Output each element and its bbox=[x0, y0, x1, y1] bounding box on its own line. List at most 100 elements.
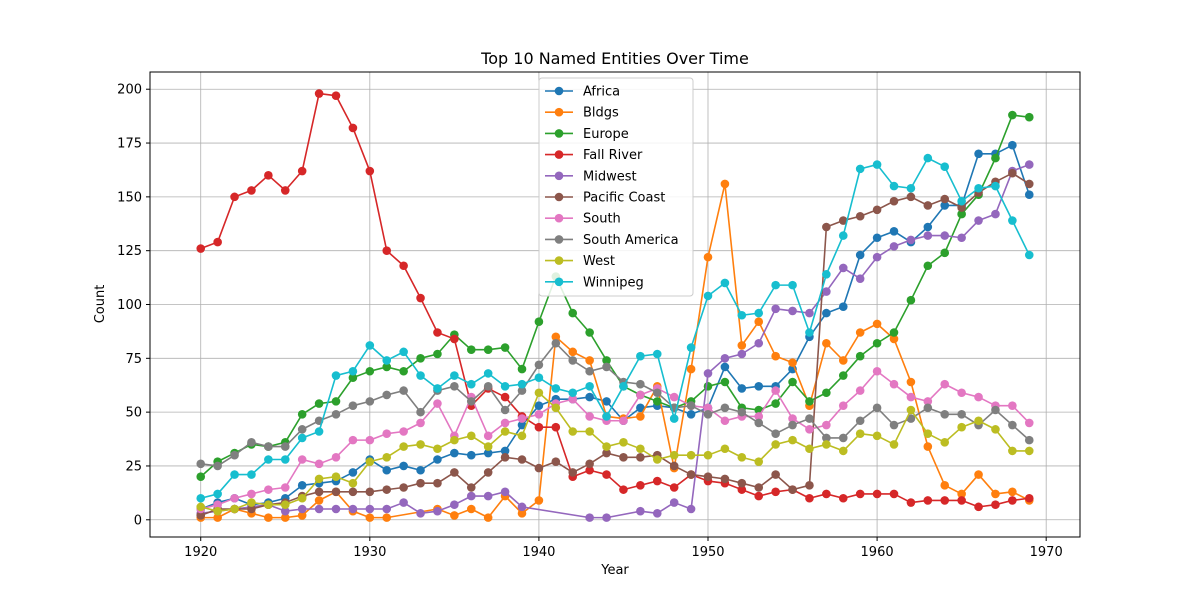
data-point bbox=[264, 455, 273, 464]
data-point bbox=[636, 444, 645, 454]
data-point bbox=[822, 222, 831, 232]
data-point bbox=[974, 470, 983, 479]
data-point bbox=[686, 504, 696, 514]
legend-label: West bbox=[583, 254, 615, 269]
data-point bbox=[416, 465, 425, 475]
data-point bbox=[1008, 446, 1017, 456]
data-point bbox=[382, 453, 392, 462]
data-point bbox=[466, 504, 476, 514]
legend-item: Fall River bbox=[545, 148, 643, 163]
data-point bbox=[737, 341, 747, 350]
data-point bbox=[771, 351, 780, 361]
data-point bbox=[923, 442, 933, 451]
data-point bbox=[416, 354, 425, 363]
data-point bbox=[1024, 112, 1034, 122]
data-point bbox=[652, 397, 662, 406]
y-tick-label: 100 bbox=[117, 298, 142, 313]
data-point bbox=[534, 422, 544, 432]
data-point bbox=[906, 183, 916, 193]
data-point bbox=[314, 496, 324, 505]
data-point bbox=[450, 382, 459, 391]
data-point bbox=[838, 433, 848, 443]
data-point bbox=[686, 450, 696, 460]
data-point bbox=[974, 416, 983, 426]
data-point bbox=[551, 338, 561, 348]
data-point bbox=[500, 427, 510, 436]
y-tick-label: 125 bbox=[117, 244, 142, 259]
data-point bbox=[314, 427, 324, 436]
data-point bbox=[805, 481, 814, 490]
data-point bbox=[450, 371, 459, 380]
data-point bbox=[754, 338, 764, 348]
data-point bbox=[940, 201, 950, 210]
data-point bbox=[974, 216, 983, 225]
data-point bbox=[737, 407, 747, 417]
data-point bbox=[602, 397, 611, 406]
data-point bbox=[399, 347, 408, 357]
data-point bbox=[382, 485, 392, 494]
data-point bbox=[991, 500, 1000, 510]
data-point bbox=[838, 231, 848, 240]
x-tick-label: 1930 bbox=[353, 545, 386, 560]
data-point bbox=[940, 409, 950, 419]
data-point bbox=[196, 511, 206, 520]
data-point bbox=[957, 203, 966, 212]
data-point bbox=[957, 388, 966, 398]
data-point bbox=[906, 414, 916, 423]
data-point bbox=[855, 351, 865, 361]
data-point bbox=[754, 317, 764, 327]
data-point bbox=[433, 506, 442, 516]
series-south bbox=[196, 366, 1034, 514]
data-point bbox=[365, 487, 375, 497]
data-point bbox=[822, 489, 831, 499]
data-point bbox=[703, 450, 713, 460]
data-point bbox=[230, 470, 239, 479]
data-point bbox=[382, 362, 392, 372]
y-tick-label: 50 bbox=[125, 406, 142, 421]
data-point bbox=[500, 453, 510, 462]
data-point bbox=[805, 328, 814, 337]
data-point bbox=[991, 425, 1000, 434]
data-point bbox=[771, 386, 780, 395]
data-point bbox=[940, 481, 950, 490]
data-point bbox=[957, 496, 966, 505]
data-point bbox=[703, 472, 713, 482]
data-point bbox=[365, 513, 375, 522]
data-point bbox=[889, 227, 899, 236]
legend-marker bbox=[554, 171, 564, 181]
legend-marker bbox=[554, 150, 564, 159]
legend-item: Midwest bbox=[545, 169, 637, 184]
data-point bbox=[433, 349, 442, 359]
data-point bbox=[297, 504, 307, 514]
data-point bbox=[483, 382, 493, 391]
data-point bbox=[923, 261, 933, 271]
data-point bbox=[331, 487, 341, 497]
data-point bbox=[483, 491, 493, 501]
data-point bbox=[805, 493, 814, 503]
data-point bbox=[365, 366, 375, 376]
data-point bbox=[500, 446, 510, 456]
data-point bbox=[889, 440, 899, 449]
data-point bbox=[940, 248, 950, 258]
legend-marker bbox=[554, 213, 564, 223]
data-point bbox=[636, 351, 645, 361]
legend-item: West bbox=[545, 254, 615, 269]
data-point bbox=[669, 414, 679, 423]
x-axis-label: Year bbox=[600, 563, 629, 578]
series-line bbox=[200, 163, 1030, 519]
data-point bbox=[822, 287, 831, 296]
data-point bbox=[213, 237, 222, 247]
data-point bbox=[585, 465, 594, 475]
legend-marker bbox=[554, 192, 564, 202]
y-tick-label: 25 bbox=[125, 459, 142, 474]
data-point bbox=[213, 489, 222, 499]
data-point bbox=[889, 328, 899, 337]
data-point bbox=[585, 328, 594, 337]
series-fall-river bbox=[196, 89, 1034, 512]
data-point bbox=[636, 506, 645, 516]
data-point bbox=[585, 412, 594, 421]
data-point bbox=[619, 416, 628, 426]
data-point bbox=[855, 211, 865, 221]
data-point bbox=[466, 431, 476, 441]
data-point bbox=[517, 379, 527, 389]
